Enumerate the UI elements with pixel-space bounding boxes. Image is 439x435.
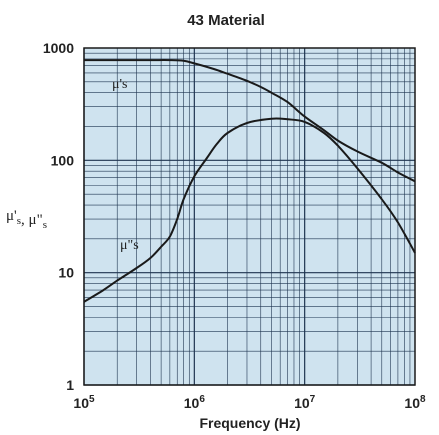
series-line-mu-double-prime-s: [83, 117, 416, 303]
series-labels: μ's μ"s: [112, 77, 139, 253]
x-tick-label: 105: [73, 394, 95, 411]
y-axis-ticks: 1 10 100 1000: [43, 40, 74, 393]
chart-title: 43 Material: [187, 12, 265, 29]
series-label: μ"s: [120, 238, 139, 253]
y-axis-label-text: μ's, μ"s: [6, 208, 47, 231]
plot-area: [84, 48, 415, 385]
x-tick-label: 107: [294, 394, 316, 411]
grid: [83, 47, 416, 386]
x-axis-label: Frequency (Hz): [199, 415, 300, 431]
y-tick-label: 10: [58, 265, 74, 281]
series-label: μ's: [112, 77, 127, 92]
y-tick-label: 1000: [43, 40, 74, 56]
x-tick-label: 106: [184, 394, 206, 411]
series-line-mu-prime-s: [84, 59, 416, 183]
x-axis-ticks: 105 106 107 108: [73, 394, 426, 411]
plot-border: [83, 47, 416, 386]
x-tick-label: 108: [404, 394, 426, 411]
y-tick-label: 1: [66, 377, 74, 393]
series-layer: [83, 59, 416, 303]
y-tick-label: 100: [51, 152, 75, 168]
y-axis-label: μ's, μ"s: [6, 208, 47, 231]
